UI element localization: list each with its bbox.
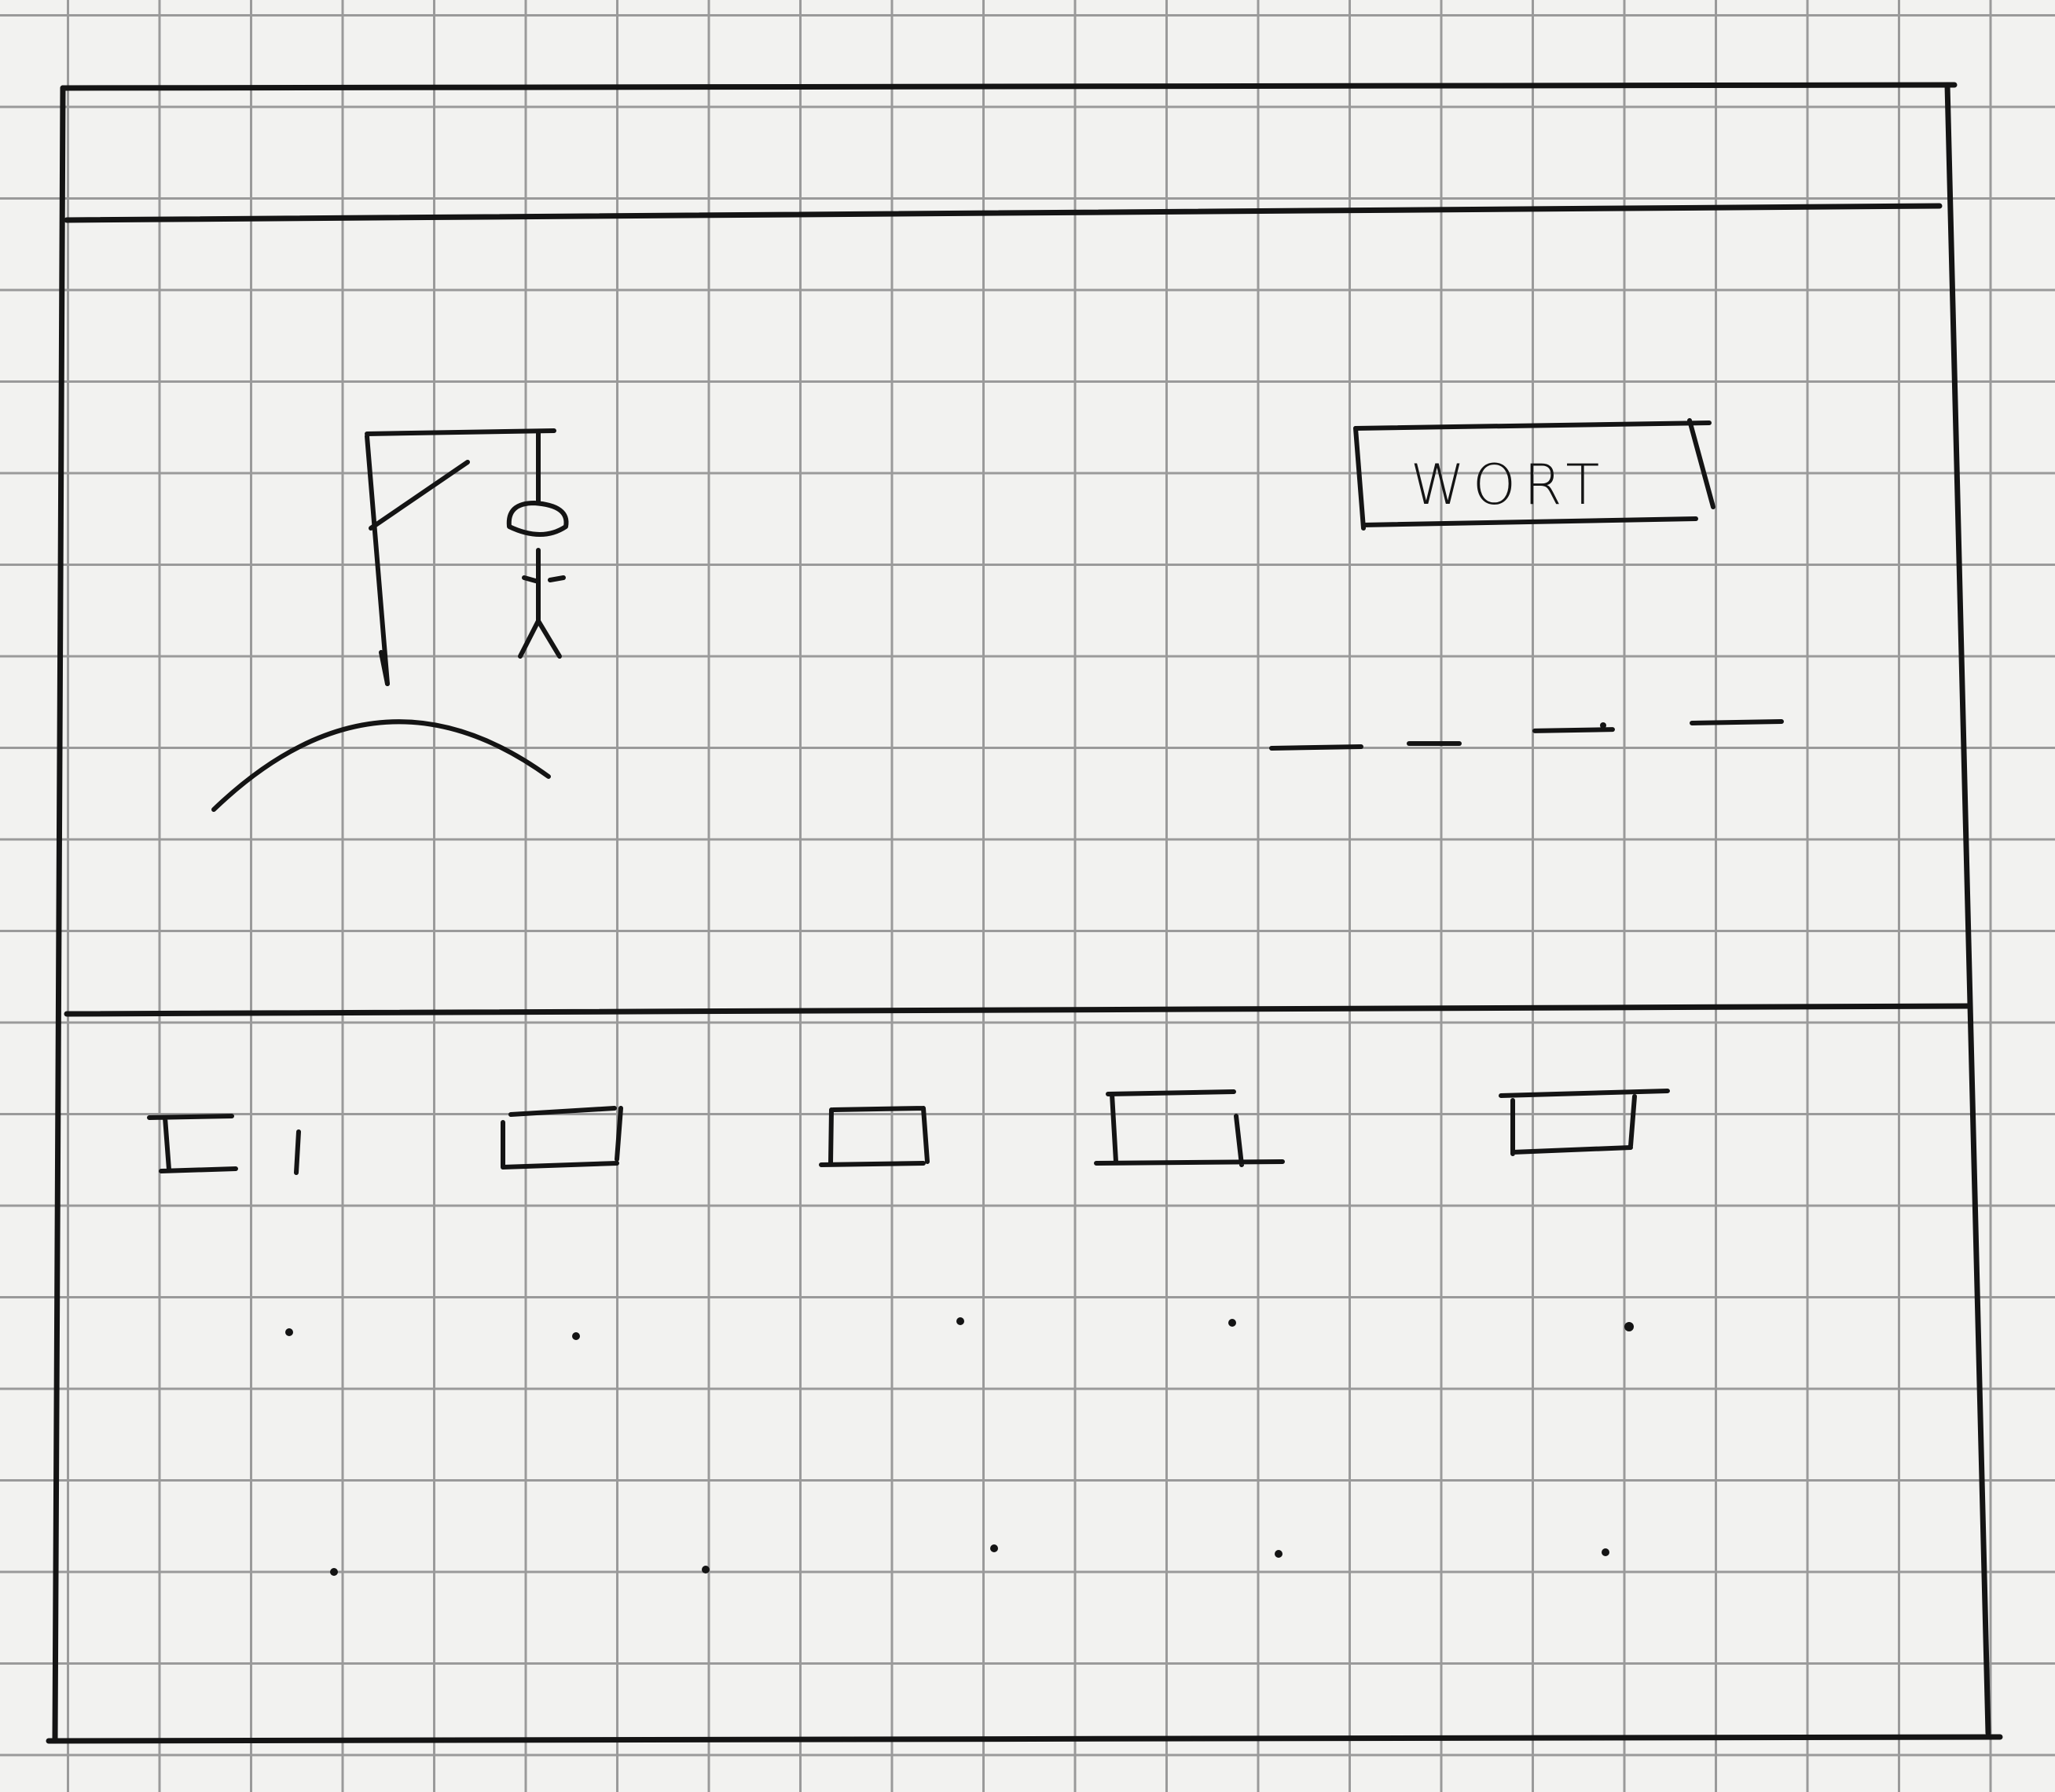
letter-button[interactable] bbox=[495, 1100, 629, 1171]
hill bbox=[211, 719, 551, 812]
word-box-label: WORT bbox=[1410, 453, 1608, 517]
gallows-beam bbox=[365, 428, 556, 436]
leg-left bbox=[518, 619, 541, 659]
letter-button-label bbox=[495, 1100, 629, 1171]
head bbox=[506, 501, 569, 537]
leg-right bbox=[536, 619, 562, 659]
letter-slot bbox=[1532, 722, 1616, 737]
title-bar-divider bbox=[64, 203, 1943, 223]
letter-button[interactable] bbox=[1100, 1092, 1285, 1163]
section-divider bbox=[64, 1003, 1972, 1017]
arm-right bbox=[548, 575, 566, 582]
letter-button-label bbox=[153, 1104, 287, 1175]
grid-dots bbox=[285, 722, 1634, 1576]
letter-button-outlines bbox=[147, 1089, 1670, 1175]
letter-button[interactable] bbox=[1501, 1089, 1635, 1159]
letter-button-label bbox=[1100, 1092, 1285, 1163]
window-frame bbox=[46, 82, 2003, 1744]
hanged-figure bbox=[506, 501, 569, 659]
gallows-brace bbox=[369, 460, 470, 531]
gallows-post bbox=[365, 434, 390, 686]
letter-slot bbox=[1689, 714, 1785, 729]
letter-button-label bbox=[817, 1100, 951, 1171]
letter-slot bbox=[1268, 739, 1364, 755]
letter-button[interactable] bbox=[817, 1100, 951, 1171]
arm-left bbox=[522, 575, 541, 584]
gallows-drawing bbox=[211, 428, 556, 812]
letter-button[interactable] bbox=[153, 1104, 287, 1175]
letter-button-label bbox=[1501, 1089, 1635, 1159]
word-box bbox=[1353, 418, 1716, 531]
letter-slot bbox=[1407, 735, 1462, 751]
